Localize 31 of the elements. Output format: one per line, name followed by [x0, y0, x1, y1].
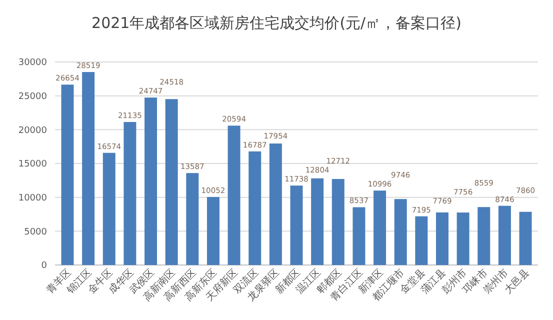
- bar: [436, 212, 448, 265]
- y-tick-label: 25000: [18, 92, 48, 102]
- bar: [519, 212, 532, 265]
- bar: [352, 207, 366, 265]
- bar: [165, 99, 178, 265]
- bar: [82, 72, 95, 265]
- bar: [311, 178, 324, 265]
- bar: [102, 152, 116, 265]
- y-tick-label: 15000: [18, 160, 48, 170]
- bar: [186, 173, 199, 265]
- chart-title: 2021年成都各区域新房住宅成交均价(元/㎡，备案口径): [92, 14, 462, 32]
- bar: [415, 216, 428, 265]
- bar: [61, 84, 74, 265]
- y-tick-label: 10000: [18, 193, 48, 204]
- bar: [290, 186, 303, 265]
- y-tick-label: 20000: [18, 126, 48, 136]
- bar: [124, 122, 136, 265]
- bar: [498, 206, 511, 265]
- bar: [228, 126, 240, 265]
- y-tick-label: 30000: [18, 58, 48, 68]
- bar: [248, 151, 262, 265]
- bar: [478, 207, 490, 265]
- bar: [332, 178, 344, 265]
- bar: [456, 212, 470, 265]
- y-tick-label: 0: [41, 261, 48, 272]
- bar: [206, 196, 220, 265]
- bar: [269, 144, 282, 265]
- bar: [394, 199, 407, 265]
- bar: [374, 190, 386, 265]
- bar: [144, 98, 158, 265]
- y-tick-label: 5000: [24, 227, 48, 238]
